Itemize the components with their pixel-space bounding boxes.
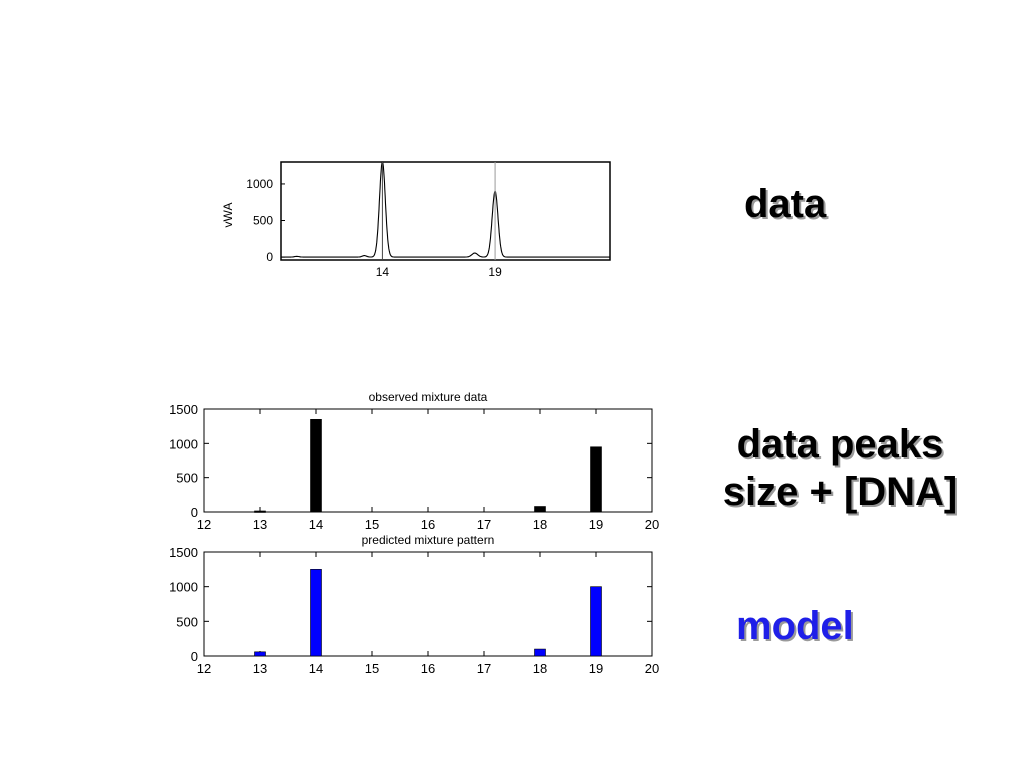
label-data-peaks: data peaks size + [DNA] <box>690 420 990 516</box>
predicted-xtick-label: 19 <box>589 661 603 676</box>
observed-chart: observed mixture data 0 500 1000 1500 12 13 14 1… <box>169 390 659 532</box>
predicted-xtick-label: 18 <box>533 661 547 676</box>
observed-bar <box>254 510 266 513</box>
observed-xtick-label: 16 <box>421 517 435 532</box>
predicted-xtick-label: 14 <box>309 661 323 676</box>
trace-xtick-label: 14 <box>376 265 390 279</box>
predicted-ytick-label: 500 <box>176 614 198 629</box>
predicted-xtick-label: 13 <box>253 661 267 676</box>
observed-bar <box>310 418 322 513</box>
label-model: model <box>736 604 854 648</box>
predicted-ytick-label: 0 <box>191 649 198 664</box>
observed-xtick-label: 12 <box>197 517 211 532</box>
trace-ytick-label: 500 <box>253 214 273 228</box>
observed-title: observed mixture data <box>369 390 488 404</box>
trace-ytick-label: 1000 <box>246 177 273 191</box>
predicted-bar <box>310 569 322 657</box>
observed-ytick-label: 1500 <box>169 402 198 417</box>
observed-xtick-label: 20 <box>645 517 659 532</box>
predicted-bar <box>254 651 266 657</box>
observed-bar <box>590 446 602 513</box>
trace-xtick-label: 19 <box>488 265 502 279</box>
trace-frame <box>280 161 611 261</box>
observed-xtick-label: 13 <box>253 517 267 532</box>
observed-ytick-label: 1000 <box>169 436 198 451</box>
observed-xtick-label: 18 <box>533 517 547 532</box>
predicted-xtick-label: 16 <box>421 661 435 676</box>
label-data: data <box>744 182 827 226</box>
predicted-ytick-label: 1000 <box>169 580 198 595</box>
observed-bar <box>534 506 546 513</box>
predicted-bar <box>534 648 546 657</box>
predicted-xtick-label: 12 <box>197 661 211 676</box>
trace-ytick-label: 0 <box>266 250 273 264</box>
trace-chart: 0 500 1000 14 19 vWA <box>221 161 611 279</box>
trace-line <box>281 161 610 258</box>
predicted-xtick-label: 17 <box>477 661 491 676</box>
observed-ytick-label: 500 <box>176 471 198 486</box>
observed-frame <box>203 408 653 513</box>
predicted-chart: predicted mixture pattern 0 500 1000 1500 12 1… <box>169 533 659 676</box>
observed-xtick-label: 14 <box>309 517 323 532</box>
observed-xtick-label: 15 <box>365 517 379 532</box>
predicted-ytick-label: 1500 <box>169 545 198 560</box>
predicted-xtick-label: 20 <box>645 661 659 676</box>
observed-ytick-label: 0 <box>191 505 198 520</box>
observed-xtick-label: 19 <box>589 517 603 532</box>
observed-xtick-label: 17 <box>477 517 491 532</box>
label-data-peaks-line2: size + [DNA] <box>722 470 958 514</box>
label-data-peaks-line1: data peaks <box>736 422 944 466</box>
predicted-bar <box>590 586 602 657</box>
trace-ylabel: vWA <box>221 203 235 228</box>
predicted-xtick-label: 15 <box>365 661 379 676</box>
predicted-title: predicted mixture pattern <box>362 533 495 547</box>
predicted-frame <box>203 551 653 657</box>
